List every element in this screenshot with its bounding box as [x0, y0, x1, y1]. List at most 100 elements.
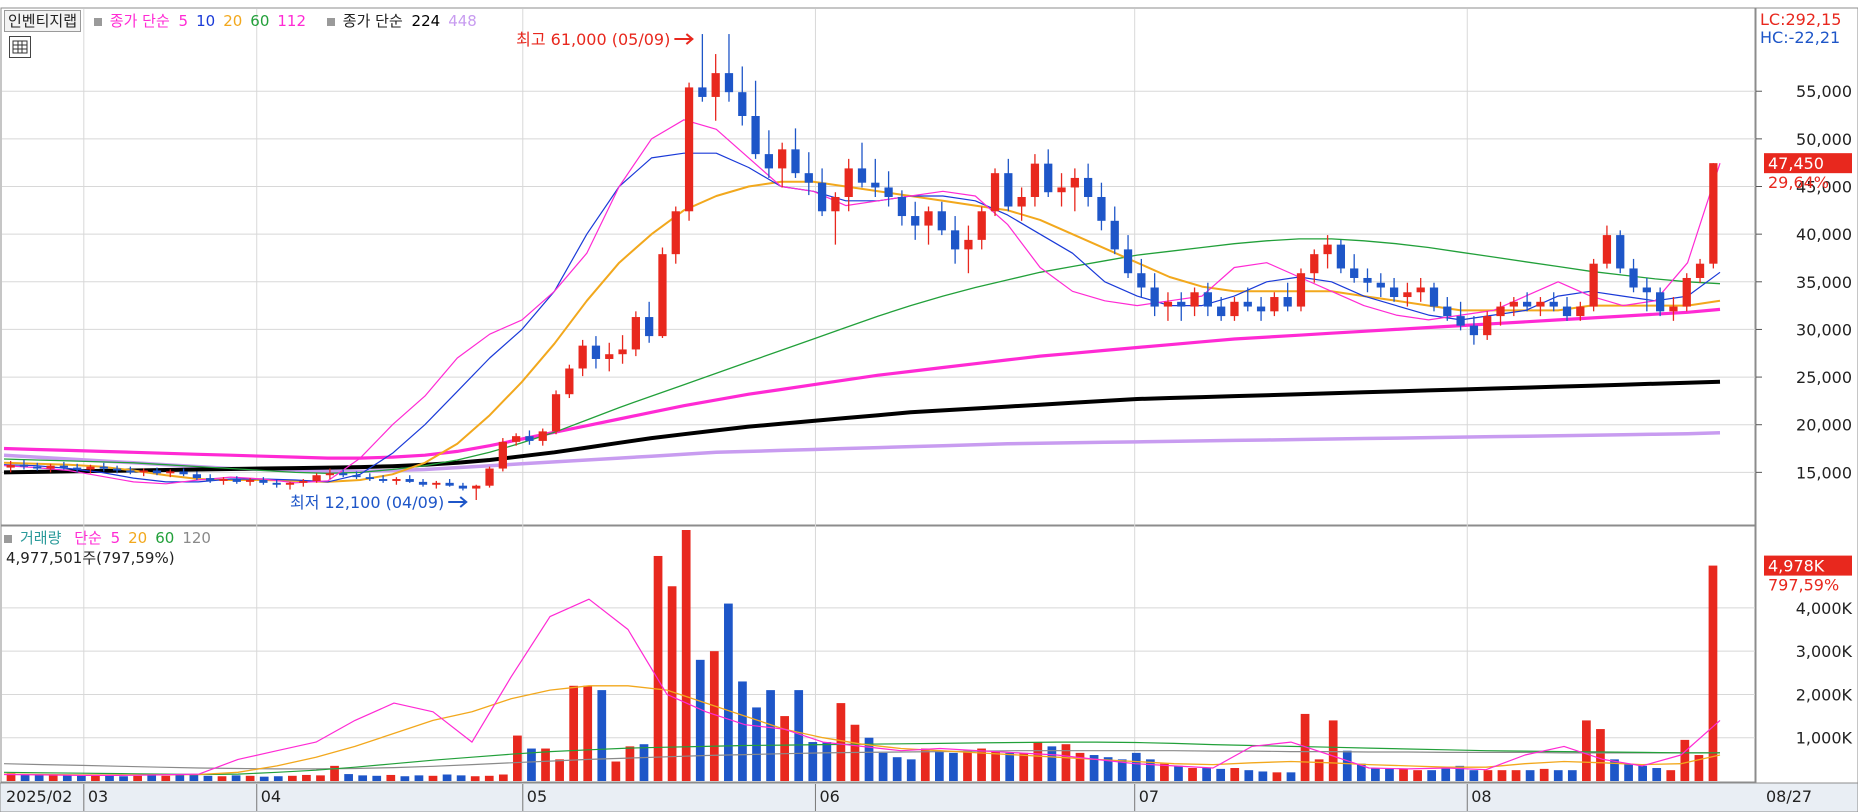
price-ma-label: 종가 단순 [109, 12, 170, 30]
candle-body [33, 466, 42, 469]
candle-body [1509, 301, 1518, 307]
volume-bar [1666, 770, 1676, 781]
volume-bar [920, 748, 930, 781]
volume-legend: 거래량 단순 5 20 60 120 [4, 528, 227, 548]
candle-body [392, 479, 401, 481]
volume-bar [1652, 768, 1662, 781]
legend-period-20[interactable]: 20 [223, 12, 243, 30]
candle-body [698, 87, 707, 97]
candle-body [206, 478, 215, 481]
volume-bar [935, 750, 944, 781]
candle-body [405, 479, 414, 482]
legend-period-5[interactable]: 5 [178, 12, 189, 30]
volume-bar [766, 690, 775, 781]
volume-bar [470, 776, 480, 781]
candle-body [844, 168, 853, 197]
candle-body [990, 173, 1000, 212]
volume-bar [878, 752, 888, 781]
table-grid-icon[interactable] [9, 36, 31, 58]
candle-body [525, 436, 534, 441]
volume-bar [1596, 729, 1605, 781]
volume-bar [259, 776, 269, 781]
volume-bar [1131, 752, 1141, 781]
volume-bar [1483, 770, 1493, 781]
candle-body [1562, 306, 1572, 317]
volume-bar [1174, 765, 1183, 781]
candle-body [1323, 244, 1332, 255]
legend-period-60[interactable]: 60 [155, 529, 175, 547]
volume-ma120-line [3, 750, 1720, 770]
candle-body [964, 239, 973, 250]
volume-bar [738, 681, 747, 781]
volume-bar [963, 750, 972, 781]
candle-body [432, 482, 441, 485]
candle-body [1256, 306, 1266, 312]
candle-body [1456, 316, 1465, 326]
candle-body [857, 168, 867, 183]
volume-bar [372, 775, 382, 781]
legend-period-224[interactable]: 224 [411, 12, 441, 30]
time-tick-label: 08/27 [1766, 787, 1812, 806]
volume-bar [133, 775, 142, 781]
volume-current: 4,977,501주(797,59%) [6, 549, 175, 567]
candle-body [352, 475, 361, 478]
legend-period-10[interactable]: 10 [196, 12, 216, 30]
candle-body [1230, 301, 1239, 317]
candle-body [977, 211, 986, 240]
candle-body [711, 73, 720, 97]
high-annotation: 최고 61,000 (05/09) [516, 30, 670, 49]
candle-body [1137, 273, 1146, 288]
price-tick-label: 55,000 [1796, 82, 1852, 101]
volume-bar [583, 685, 593, 781]
candle-body [1030, 163, 1040, 197]
candle-body [139, 470, 148, 473]
price-ma224-line [3, 379, 1721, 475]
candle-body [1163, 301, 1173, 307]
candle-body [591, 345, 601, 359]
candle-body [1536, 301, 1545, 307]
price-tick-label: 40,000 [1796, 225, 1852, 244]
time-axis-bar [0, 782, 1858, 812]
volume-bar [1272, 772, 1282, 781]
candle-body [1084, 177, 1093, 197]
volume-bar [1371, 768, 1380, 781]
volume-ma5-line [3, 598, 1721, 777]
candle-body [631, 317, 640, 350]
candle-body [99, 466, 108, 469]
candle-body [1070, 177, 1079, 188]
candle-body [1522, 301, 1532, 307]
candle-body [1656, 292, 1665, 312]
volume-bar [1638, 765, 1647, 781]
legend-period-120[interactable]: 120 [182, 529, 211, 547]
high-arrow-icon [674, 33, 694, 45]
legend-period-5[interactable]: 5 [110, 529, 121, 547]
candle-body [378, 479, 388, 481]
volume-bar [1188, 768, 1197, 781]
volume-bar [48, 774, 58, 781]
volume-title: 거래량 [20, 529, 62, 547]
volume-ma-periods: 5 20 60 120 [111, 529, 219, 547]
price-pct: 29,64% [1768, 173, 1829, 192]
candle-body [1682, 277, 1691, 307]
candle-body [112, 468, 122, 471]
price-tick-label: 35,000 [1796, 273, 1852, 292]
legend-period-112[interactable]: 112 [277, 12, 307, 30]
volume-bar [1567, 770, 1577, 781]
price-tag: 47,450 [1768, 154, 1824, 173]
volume-bar [1469, 770, 1479, 781]
candle-body [365, 477, 374, 480]
volume-bar [780, 716, 789, 781]
volume-bar [203, 775, 213, 781]
candle-body [1642, 287, 1651, 293]
indicator-button[interactable]: 인벤티지랩 [4, 10, 82, 32]
candle-body [778, 149, 787, 169]
candle-body [418, 481, 428, 485]
candle-body [551, 394, 561, 432]
legend-marker-icon [4, 534, 12, 543]
candle-body [817, 182, 827, 212]
legend-period-20[interactable]: 20 [128, 529, 148, 547]
legend-period-60[interactable]: 60 [250, 12, 270, 30]
legend-period-448[interactable]: 448 [448, 12, 477, 30]
candle-body [950, 230, 960, 250]
